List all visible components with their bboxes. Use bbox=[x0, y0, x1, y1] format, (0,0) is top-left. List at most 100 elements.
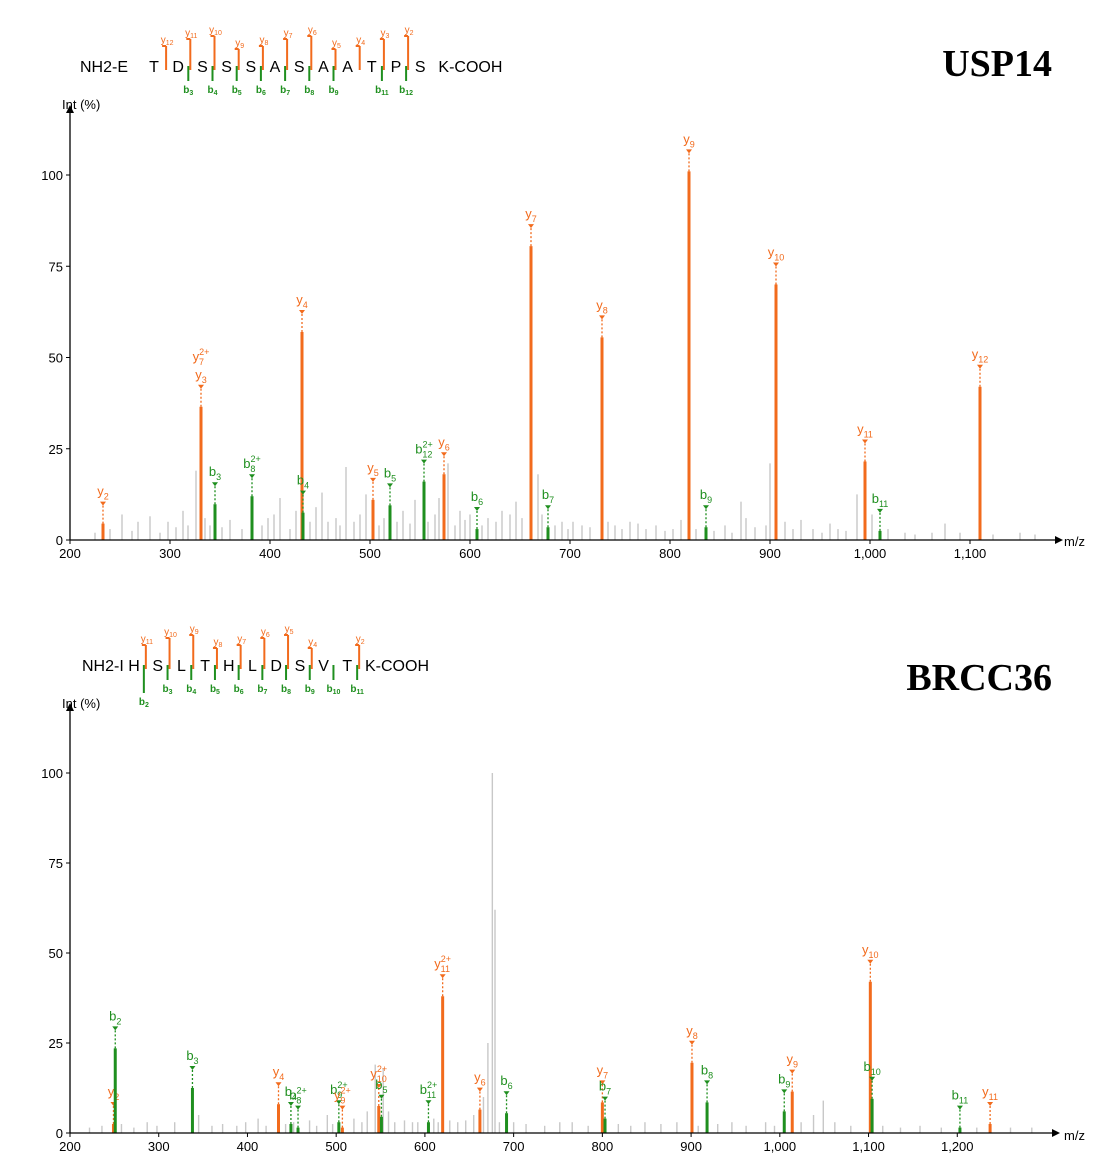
x-axis-label: m/z bbox=[1064, 1128, 1085, 1143]
ion-type: b bbox=[471, 489, 478, 504]
peak-marker bbox=[112, 1026, 119, 1031]
y-tick-label: 25 bbox=[49, 1036, 63, 1051]
ion-index: 9 bbox=[793, 1060, 798, 1070]
sequence-residue: A bbox=[318, 59, 329, 76]
peak-marker bbox=[781, 1089, 788, 1094]
peak-marker bbox=[299, 309, 305, 314]
ion-type: b bbox=[872, 491, 879, 506]
y-ion-label: y11 bbox=[982, 1084, 998, 1102]
ion-index: 6 bbox=[445, 442, 450, 452]
ion-type: y bbox=[596, 297, 603, 312]
y-fragment-label: y6 bbox=[308, 25, 317, 37]
ion-charge: 2+ bbox=[199, 347, 209, 357]
ion-index: 6 bbox=[508, 1081, 513, 1091]
b-ion-label: b4 bbox=[285, 1084, 297, 1102]
y-fragment-label: y4 bbox=[308, 637, 317, 649]
y-ion-label: y2+ 11 bbox=[434, 954, 451, 974]
peak-marker bbox=[335, 1100, 342, 1105]
y-tick-label: 50 bbox=[49, 351, 63, 366]
b-ion-label: b5 bbox=[375, 1077, 387, 1095]
y-ion-label: y5 bbox=[367, 460, 379, 478]
ion-type: b bbox=[701, 1062, 708, 1077]
b-fragment-label: b7 bbox=[280, 85, 290, 97]
y-fragment-label: y8 bbox=[213, 637, 222, 649]
y-tick-label: 100 bbox=[41, 168, 63, 183]
sequence-n-terminus: NH2-E bbox=[80, 59, 128, 76]
y-axis-arrow bbox=[66, 703, 74, 711]
ion-type: b bbox=[952, 1088, 959, 1103]
ion-type: b bbox=[420, 1082, 427, 1097]
y-ion-label: y3 bbox=[195, 367, 207, 385]
ion-type: y bbox=[434, 956, 441, 971]
ion-index: 8 bbox=[708, 1070, 713, 1080]
x-axis-arrow bbox=[1055, 536, 1063, 544]
peak-marker bbox=[476, 1087, 483, 1092]
b-ion-label: b11 bbox=[872, 491, 889, 509]
ion-type: b bbox=[297, 473, 304, 488]
y-ion-label: y6 bbox=[474, 1070, 486, 1088]
b-ion-label: b2+ 11 bbox=[420, 1080, 438, 1100]
peak-marker bbox=[421, 459, 427, 464]
ion-index: 8 bbox=[296, 1096, 301, 1106]
peak-marker bbox=[339, 1105, 346, 1110]
b-ion-label: b6 bbox=[471, 489, 483, 507]
b-ion-label: b6 bbox=[500, 1073, 512, 1091]
y-fragment-label: y9 bbox=[235, 38, 244, 50]
y-axis-arrow bbox=[66, 105, 74, 113]
x-tick-label: 600 bbox=[459, 546, 481, 561]
ion-type: y bbox=[370, 1066, 377, 1081]
ion-index: 11 bbox=[864, 430, 873, 440]
y-tick-label: 75 bbox=[49, 856, 63, 871]
ion-type: y bbox=[367, 460, 374, 475]
ion-index: 9 bbox=[785, 1079, 790, 1089]
b-fragment-label: b5 bbox=[210, 684, 220, 696]
ion-type: b bbox=[415, 442, 422, 457]
y-ion-label: y2 bbox=[97, 484, 109, 502]
sequence-residue: S bbox=[221, 59, 232, 76]
ion-index: 11 bbox=[989, 1092, 998, 1102]
peak-marker bbox=[773, 262, 779, 267]
peak-marker bbox=[789, 1069, 796, 1074]
x-tick-label: 1,100 bbox=[852, 1139, 885, 1154]
peak-marker bbox=[977, 364, 983, 369]
y-fragment-label: y11 bbox=[185, 28, 197, 40]
peak-marker bbox=[704, 1080, 711, 1085]
annotated-peaks: y2b2b3y4b4b2+8b2+9y2+9y2+10b5b2+11y2+11y… bbox=[108, 942, 998, 1133]
sequence-residue: T bbox=[149, 59, 159, 76]
peak-marker bbox=[545, 505, 551, 510]
sequence-residue: V bbox=[318, 658, 329, 675]
peak-marker bbox=[439, 974, 446, 979]
peak-marker bbox=[441, 452, 447, 457]
x-tick-label: 500 bbox=[359, 546, 381, 561]
ion-type: b bbox=[109, 1008, 116, 1023]
ion-type: y bbox=[296, 292, 303, 307]
ion-index: 4 bbox=[292, 1092, 297, 1102]
y-fragment-label: y9 bbox=[190, 624, 199, 636]
x-tick-label: 600 bbox=[414, 1139, 436, 1154]
x-tick-label: 300 bbox=[159, 546, 181, 561]
ion-index: 5 bbox=[374, 468, 379, 478]
x-tick-label: 200 bbox=[59, 546, 81, 561]
ion-index: 7 bbox=[603, 1070, 608, 1080]
b-ion-label: b9 bbox=[700, 487, 712, 505]
ion-index: 7 bbox=[199, 357, 204, 367]
ion-type: y bbox=[97, 484, 104, 499]
ion-type: y bbox=[273, 1064, 280, 1079]
ion-type: b bbox=[289, 1088, 296, 1103]
brcc36-spectrum-panel: BRCC36 Int (%) m/z y2b2b3y4b4b2+8b2+9y2+… bbox=[41, 624, 1085, 1154]
sequence-n-terminus: NH2-I bbox=[82, 658, 124, 675]
ion-index: 6 bbox=[478, 497, 483, 507]
sequence-residue: S bbox=[415, 59, 426, 76]
y-tick-label: 0 bbox=[56, 533, 63, 548]
y-ion-label: y4 bbox=[296, 292, 308, 310]
ion-index: 4 bbox=[304, 481, 309, 491]
b-ion-label: b2+ 8 bbox=[289, 1086, 307, 1106]
y-ion-label: y9 bbox=[683, 131, 695, 149]
peak-marker bbox=[295, 1105, 302, 1110]
sequence-residue: S bbox=[197, 59, 208, 76]
peptide-sequence: NH2-E T D S S S A S A A T P S K-COOHy12y11y10y9y8y7y6… bbox=[80, 25, 502, 97]
b-fragment-label: b6 bbox=[256, 85, 266, 97]
ion-type: b bbox=[243, 456, 250, 471]
b-ion-label: b4 bbox=[297, 473, 309, 491]
brcc36-title: BRCC36 bbox=[906, 657, 1052, 699]
